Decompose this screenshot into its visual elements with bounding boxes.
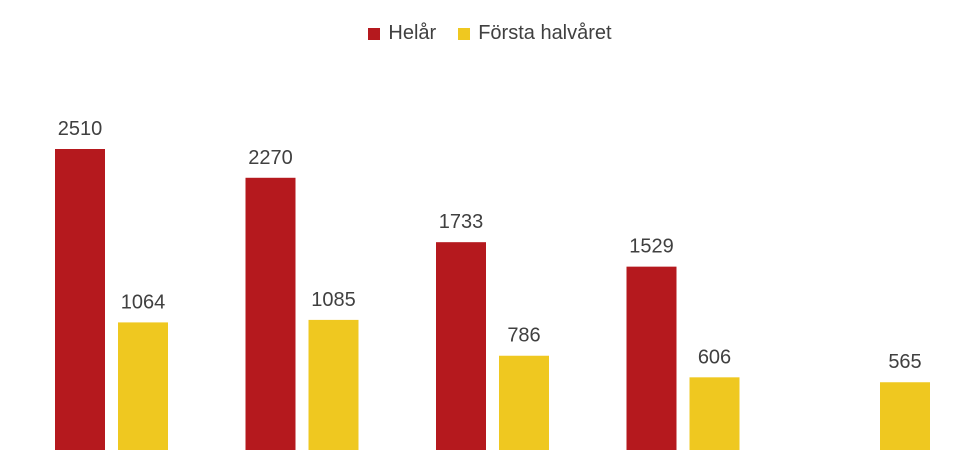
legend-label-forsta-halvaret: Första halvåret [478,22,612,44]
legend-item-forsta-halvaret: Första halvåret [458,22,612,45]
data-label-series0-cat0: 2510 [58,118,103,140]
legend-swatch-helar [368,27,381,40]
legend-swatch-forsta-halvaret [458,27,471,40]
data-label-series1-cat1: 1085 [311,289,356,311]
bar-series0-cat3 [626,266,677,450]
data-label-series0-cat2: 1733 [439,211,484,233]
bar-series1-cat2 [499,355,549,450]
data-label-series1-cat2: 786 [507,325,540,347]
bar-series1-cat0 [118,322,168,450]
data-label-series1-cat4: 565 [888,351,921,373]
bar-series0-cat0 [55,149,105,450]
legend-label-helar: Helår [388,22,437,44]
bar-series1-cat3 [689,377,740,450]
data-label-series0-cat3: 1529 [629,236,674,258]
bar-series0-cat1 [245,177,296,450]
legend-item-helar: Helår [368,22,436,45]
bar-series0-cat2 [436,242,486,450]
bar-series1-cat4 [880,382,930,450]
data-label-series1-cat0: 1064 [121,291,166,313]
bar-series1-cat1 [308,319,359,450]
legend: Helår Första halvåret [0,22,980,45]
data-label-series0-cat1: 2270 [248,147,293,169]
data-label-series1-cat3: 606 [698,346,731,368]
